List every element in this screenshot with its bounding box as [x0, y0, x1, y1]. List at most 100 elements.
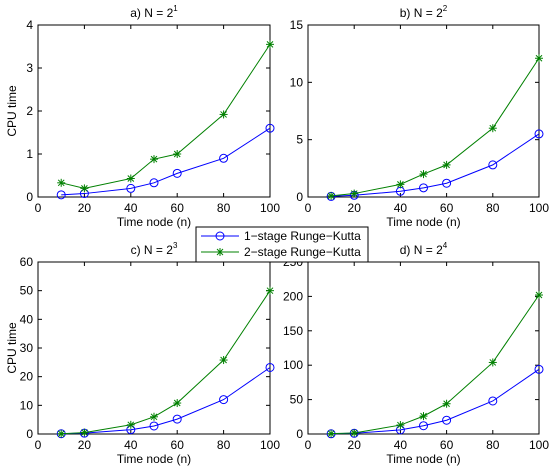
data-point-star	[442, 160, 451, 169]
x-tick-label: 80	[217, 201, 231, 215]
chart-panel: 0 20 40 60 80 100 0 1 2 3 4 a) N = 21 Time node (n) C…	[5, 4, 280, 229]
y-tick-label: 0	[26, 190, 33, 204]
y-tick-label: 0	[296, 427, 303, 441]
data-point-circle	[534, 364, 544, 374]
x-axis-label: Time node (n)	[386, 215, 460, 229]
chart-title-exponent: 1	[173, 4, 178, 13]
x-tick-label: 100	[260, 201, 280, 215]
x-tick-label: 100	[529, 438, 549, 452]
data-point-star	[173, 399, 182, 408]
x-tick-label: 40	[124, 201, 138, 215]
chart-title: a) N = 21	[130, 4, 178, 20]
x-tick-label: 0	[305, 201, 312, 215]
data-point-circle	[419, 421, 428, 431]
data-point-star	[327, 191, 336, 200]
data-point-circle	[172, 414, 182, 424]
data-point-circle	[265, 123, 275, 133]
y-tick-label: 50	[290, 393, 304, 407]
y-axis-label: CPU time	[5, 85, 19, 137]
x-tick-label: 20	[78, 201, 92, 215]
y-tick-label: 5	[296, 133, 303, 147]
data-point-circle	[149, 421, 159, 431]
data-point-star	[150, 155, 158, 164]
data-point-star	[396, 421, 405, 430]
y-tick-label: 3	[26, 61, 33, 75]
x-tick-label: 80	[486, 438, 500, 452]
chart-title: c) N = 23	[131, 241, 178, 257]
data-point-circle	[219, 153, 229, 163]
data-point-star	[419, 170, 428, 179]
y-tick-label: 60	[20, 255, 34, 269]
x-tick-label: 0	[35, 201, 42, 215]
y-tick-label: 30	[20, 341, 34, 355]
x-tick-label: 40	[124, 438, 138, 452]
chart-title-prefix: b) N = 2	[400, 6, 443, 20]
data-point-star	[57, 178, 66, 187]
y-tick-label: 150	[283, 324, 303, 338]
y-tick-label: 15	[290, 18, 304, 32]
x-tick-label: 0	[305, 438, 312, 452]
data-point-circle	[488, 160, 498, 170]
chart-title-prefix: a) N = 2	[130, 6, 173, 20]
legend: 1−stage Runge−Kutta 2−stage Runge−Kutta	[195, 226, 369, 263]
data-point-star	[350, 428, 359, 437]
data-point-star	[396, 180, 405, 189]
x-tick-label: 60	[171, 201, 185, 215]
data-point-star	[419, 412, 428, 421]
chart-title-prefix: c) N = 2	[131, 243, 174, 257]
y-tick-label: 10	[20, 398, 34, 412]
data-point-circle	[126, 183, 136, 193]
chart-panel: 020406080100050100150200250d) N = 24Time…	[283, 241, 549, 466]
x-tick-label: 40	[394, 438, 408, 452]
data-point-star	[80, 428, 89, 437]
chart-panel: 0 20 40 60 80 100 0 5 10 15 b) N = 22 Time node (n)	[290, 4, 550, 229]
data-point-star	[488, 124, 497, 133]
chart-title: b) N = 22	[400, 4, 448, 20]
y-tick-label: 4	[26, 18, 33, 32]
data-point-star	[350, 189, 359, 198]
x-tick-label: 40	[394, 201, 408, 215]
plot-area	[307, 24, 540, 198]
data-point-star	[442, 399, 451, 408]
y-tick-label: 50	[20, 284, 34, 298]
data-point-circle	[488, 396, 498, 406]
data-point-star	[57, 429, 66, 438]
data-point-circle	[534, 129, 544, 139]
data-point-circle	[172, 168, 182, 178]
chart-title-exponent: 3	[173, 241, 178, 250]
data-point-star	[80, 184, 89, 193]
y-tick-label: 200	[283, 289, 303, 303]
x-axis-label: Time node (n)	[386, 452, 460, 466]
x-tick-label: 20	[348, 438, 362, 452]
y-tick-label: 100	[283, 358, 303, 372]
chart-title-exponent: 2	[443, 4, 448, 13]
y-axis-label: CPU time	[5, 322, 19, 374]
x-tick-label: 60	[440, 438, 454, 452]
y-tick-label: 40	[20, 312, 34, 326]
legend-marker-circle	[215, 231, 225, 241]
data-point-star	[126, 174, 135, 183]
data-point-star	[219, 356, 228, 365]
x-tick-label: 100	[260, 438, 280, 452]
y-tick-label: 2	[26, 104, 33, 118]
x-tick-label: 100	[529, 201, 549, 215]
plot-area	[37, 24, 271, 198]
data-point-star	[219, 110, 228, 119]
data-point-star	[126, 420, 135, 429]
data-point-star	[327, 429, 336, 438]
chart-title-prefix: d) N = 2	[400, 243, 443, 257]
plot-area	[37, 261, 271, 435]
x-tick-label: 80	[217, 438, 231, 452]
legend-label-1: 1−stage Runge−Kutta	[244, 229, 361, 243]
legend-box	[195, 226, 369, 263]
x-tick-label: 20	[78, 438, 92, 452]
y-tick-label: 0	[26, 427, 33, 441]
data-point-star	[266, 40, 274, 49]
data-point-star	[488, 358, 497, 367]
data-point-circle	[442, 415, 452, 425]
x-tick-label: 60	[171, 438, 185, 452]
y-tick-label: 10	[290, 75, 304, 89]
chart-panel: 0 20 40 60 80 100 0 10 20 30 40 50 60 c) N = 23 Time n…	[5, 241, 280, 466]
x-axis-label: Time node (n)	[117, 215, 191, 229]
